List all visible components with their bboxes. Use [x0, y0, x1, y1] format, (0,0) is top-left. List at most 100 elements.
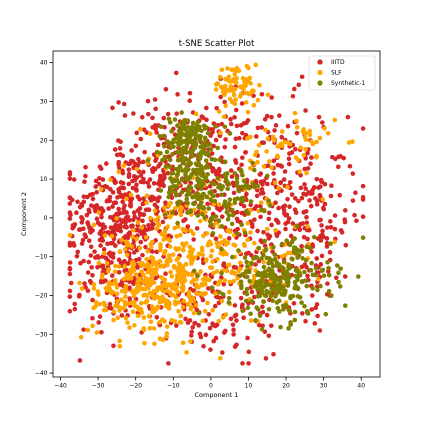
data-point	[77, 280, 82, 286]
data-point	[98, 243, 103, 248]
data-point	[115, 298, 120, 304]
data-point	[146, 313, 152, 319]
y-tick-label: 10	[40, 176, 48, 183]
data-point	[262, 117, 268, 122]
data-point	[314, 198, 320, 204]
data-point	[218, 94, 223, 100]
data-point	[256, 322, 262, 328]
data-point	[114, 285, 120, 290]
data-point	[145, 98, 151, 104]
data-point	[249, 221, 255, 227]
plot-frame	[52, 50, 381, 378]
data-point	[145, 249, 151, 254]
data-point	[263, 293, 269, 299]
data-point	[164, 283, 169, 289]
data-point	[91, 286, 97, 291]
data-point	[239, 162, 244, 168]
data-point	[360, 126, 366, 131]
data-point	[272, 252, 278, 257]
data-point	[226, 227, 232, 233]
data-point	[155, 221, 161, 227]
data-point	[67, 232, 73, 238]
data-point	[257, 82, 262, 88]
data-point	[219, 67, 225, 73]
data-point	[149, 167, 155, 172]
data-point	[113, 243, 118, 248]
data-point	[138, 173, 144, 178]
data-point	[134, 188, 139, 193]
data-point	[82, 281, 87, 286]
data-point	[245, 237, 250, 243]
data-point	[97, 301, 103, 307]
data-point	[132, 303, 138, 309]
data-point	[94, 189, 100, 195]
data-point	[209, 156, 215, 162]
data-point	[313, 266, 319, 271]
data-point	[67, 288, 73, 294]
data-point	[320, 232, 325, 237]
data-point	[110, 255, 116, 260]
data-point	[245, 305, 251, 311]
data-point	[108, 306, 114, 311]
data-point	[92, 206, 97, 211]
data-point	[154, 249, 159, 255]
data-point	[302, 182, 307, 187]
data-point	[96, 260, 102, 266]
data-point	[278, 141, 284, 147]
data-point	[337, 284, 343, 289]
data-point	[67, 308, 73, 314]
data-point	[240, 155, 245, 160]
data-point	[125, 320, 130, 325]
data-point	[312, 234, 317, 240]
data-point	[138, 300, 144, 306]
data-point	[95, 264, 100, 270]
data-point	[255, 183, 260, 189]
data-point	[292, 196, 298, 201]
data-point	[292, 317, 298, 323]
data-point	[284, 238, 289, 244]
data-point	[310, 242, 315, 247]
data-point	[86, 238, 92, 244]
data-point	[179, 110, 184, 115]
data-point	[67, 216, 73, 221]
data-point	[214, 105, 219, 111]
data-point	[67, 201, 73, 206]
data-point	[267, 159, 272, 164]
data-point	[319, 253, 325, 259]
data-point	[239, 285, 244, 291]
data-point	[154, 314, 160, 320]
data-point	[172, 225, 177, 231]
data-point	[215, 193, 220, 198]
data-point	[210, 322, 216, 328]
data-point	[101, 300, 107, 306]
data-point	[210, 259, 216, 264]
data-point	[165, 224, 170, 229]
data-point	[162, 248, 168, 254]
data-point	[309, 155, 314, 160]
data-point	[324, 236, 330, 241]
y-tick-label: 30	[40, 98, 48, 105]
data-point	[217, 157, 222, 163]
data-point	[206, 206, 212, 211]
data-point	[82, 179, 87, 185]
data-point	[250, 181, 256, 186]
data-point	[105, 241, 110, 247]
data-point	[232, 200, 238, 206]
data-point	[127, 296, 132, 301]
data-point	[243, 269, 249, 275]
data-point	[162, 175, 167, 180]
data-point	[83, 284, 88, 290]
data-point	[84, 212, 90, 218]
data-point	[254, 305, 259, 310]
data-point	[117, 343, 123, 349]
data-point	[185, 130, 191, 135]
data-point	[144, 193, 150, 199]
data-point	[93, 255, 98, 260]
data-point	[211, 270, 216, 276]
data-point	[200, 297, 206, 303]
data-point	[116, 206, 121, 212]
data-point	[136, 216, 141, 222]
data-point	[259, 256, 264, 261]
data-point	[222, 83, 228, 89]
data-point	[143, 244, 148, 250]
